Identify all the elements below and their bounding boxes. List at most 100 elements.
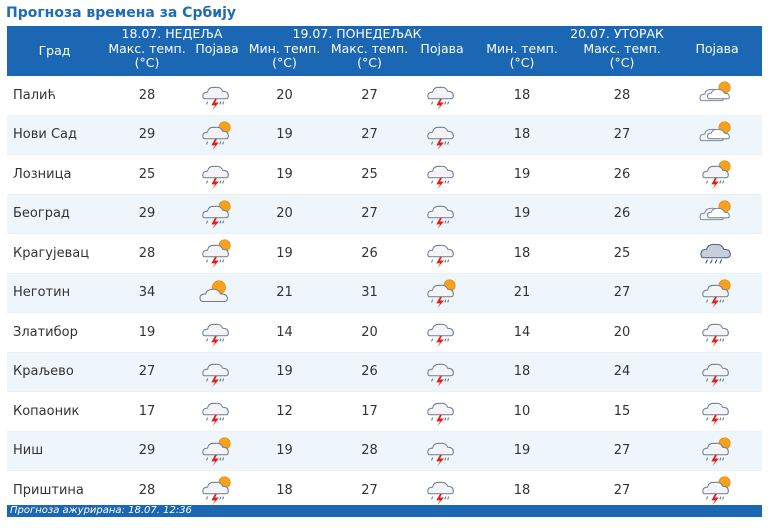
storm-cloud-icon [412,312,473,353]
table-row: Златибор 19 14 20 14 20 [7,312,763,353]
sun-storm-cloud-icon [192,194,243,234]
day3-max-cell: 25 [572,233,673,274]
day1-max-cell: 28 [102,470,192,511]
day2-max-cell: 27 [327,470,413,511]
day1-max-cell: 17 [102,391,192,432]
table-row: Краљево 27 19 26 18 24 [7,352,763,392]
day3-max-cell: 20 [572,312,673,353]
day2-header: 19.07. ПОНЕДЕЉАК [242,26,473,42]
table-row: Приштина 28 18 27 18 27 [7,470,763,511]
partly-cloudy-icon [672,115,763,155]
update-footer: Прогноза ажурирана: 18.07. 12:36 [7,505,762,517]
day3-header: 20.07. УТОРАК [472,26,763,42]
partly-cloudy-icon [672,194,763,234]
day1-max-cell: 25 [102,154,192,195]
day3-min-cell: 18 [472,115,573,155]
storm-cloud-icon [412,470,473,511]
day1-max-cell: 29 [102,431,192,471]
day2-min-cell: 19 [242,431,328,471]
day3-max-cell: 27 [572,115,673,155]
sun-storm-cloud-icon [192,115,243,155]
storm-cloud-icon [192,352,243,392]
day1-max-cell: 34 [102,273,192,313]
city-cell: Краљево [7,352,102,392]
day2-max-cell: 20 [327,312,413,353]
day2-max-header: Макс. темп. (°C) [327,42,413,76]
storm-cloud-icon [412,154,473,195]
day1-max-cell: 29 [102,115,192,155]
sun-storm-cloud-icon [672,431,763,471]
sun-cloud-icon [192,273,243,313]
day3-max-cell: 26 [572,194,673,234]
day2-icon-header: Појава [412,42,473,76]
storm-cloud-icon [672,312,763,353]
city-cell: Нови Сад [7,115,102,155]
day2-min-cell: 20 [242,76,328,116]
sun-storm-cloud-icon [192,470,243,511]
sun-storm-cloud-icon [192,431,243,471]
partly-cloudy-icon [672,76,763,116]
table-row: Копаоник 17 12 17 10 15 [7,391,763,432]
day2-max-cell: 17 [327,391,413,432]
day2-min-cell: 12 [242,391,328,432]
day3-min-cell: 10 [472,391,573,432]
table-row: Крагујевац 28 19 26 18 25 [7,233,763,274]
forecast-table: Град 18.07. НЕДЕЉА 19.07. ПОНЕДЕЉАК 20.0… [7,26,763,511]
day1-max-cell: 28 [102,76,192,116]
day3-max-cell: 24 [572,352,673,392]
city-cell: Приштина [7,470,102,511]
day3-max-cell: 28 [572,76,673,116]
day2-max-cell: 26 [327,233,413,274]
table-row: Неготин 34 21 31 21 27 [7,273,763,313]
day2-max-cell: 27 [327,76,413,116]
storm-cloud-icon [192,76,243,116]
sun-storm-cloud-icon [192,233,243,274]
day3-min-cell: 21 [472,273,573,313]
day2-max-cell: 27 [327,194,413,234]
day3-max-cell: 27 [572,470,673,511]
rain-cloud-icon [672,233,763,274]
storm-cloud-icon [412,431,473,471]
day1-max-cell: 28 [102,233,192,274]
day2-max-cell: 31 [327,273,413,313]
forecast-table-wrapper: Град 18.07. НЕДЕЉА 19.07. ПОНЕДЕЉАК 20.0… [7,26,763,511]
table-row: Нови Сад 29 19 27 18 27 [7,115,763,155]
storm-cloud-icon [192,154,243,195]
page-title: Прогноза времена за Србију [6,5,236,21]
city-column-header: Град [7,26,102,76]
day2-min-header: Мин. темп. (°C) [242,42,328,76]
day2-min-cell: 19 [242,115,328,155]
day3-min-cell: 19 [472,154,573,195]
storm-cloud-icon [412,194,473,234]
city-cell: Београд [7,194,102,234]
storm-cloud-icon [192,391,243,432]
city-cell: Златибор [7,312,102,353]
day3-max-cell: 26 [572,154,673,195]
sun-storm-cloud-icon [672,154,763,195]
day2-max-cell: 28 [327,431,413,471]
table-row: Ниш 29 19 28 19 27 [7,431,763,471]
table-row: Палић 28 20 27 18 28 [7,76,763,116]
day3-min-cell: 18 [472,76,573,116]
day1-icon-header: Појава [192,42,243,76]
city-cell: Палић [7,76,102,116]
city-cell: Крагујевац [7,233,102,274]
day3-min-cell: 19 [472,194,573,234]
sun-storm-cloud-icon [412,273,473,313]
day3-min-cell: 18 [472,470,573,511]
table-row: Београд 29 20 27 19 26 [7,194,763,234]
day3-min-cell: 14 [472,312,573,353]
storm-cloud-icon [412,233,473,274]
storm-cloud-icon [192,312,243,353]
day2-max-cell: 25 [327,154,413,195]
sun-storm-cloud-icon [672,470,763,511]
city-cell: Лозница [7,154,102,195]
day1-max-cell: 27 [102,352,192,392]
day3-min-header: Мин. темп. (°C) [472,42,573,76]
city-cell: Ниш [7,431,102,471]
day3-max-header: Макс. темп. (°C) [572,42,673,76]
day2-min-cell: 18 [242,470,328,511]
day3-max-cell: 27 [572,431,673,471]
storm-cloud-icon [412,76,473,116]
day3-max-cell: 15 [572,391,673,432]
